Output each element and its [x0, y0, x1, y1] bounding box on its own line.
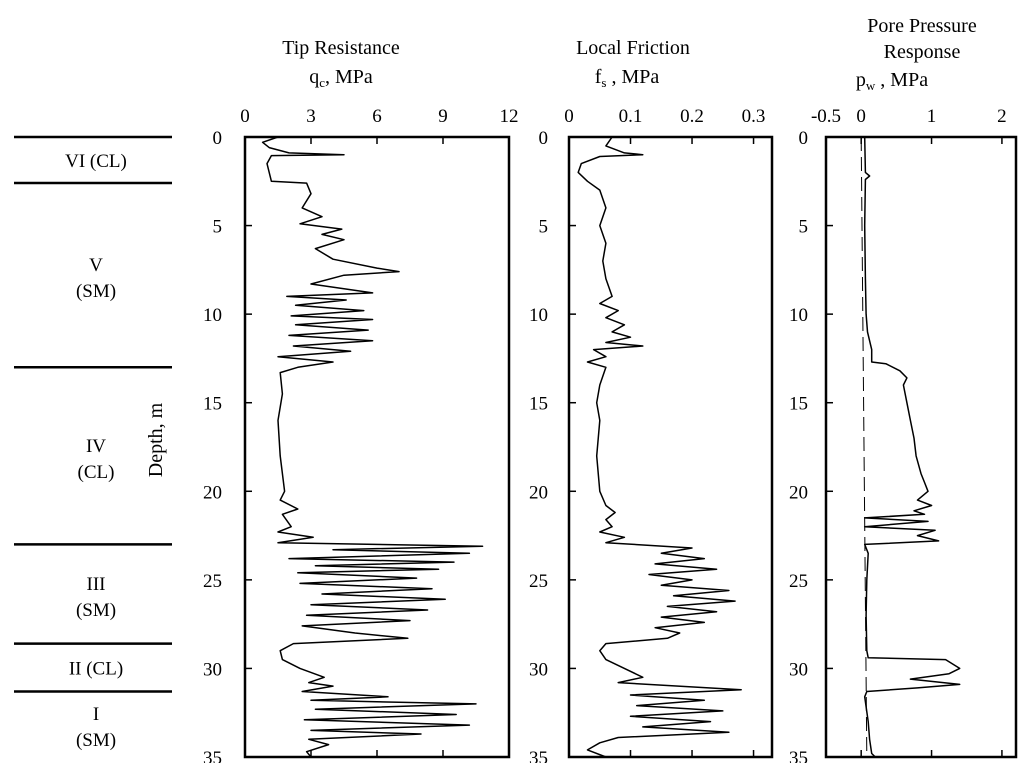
tip-ytick-label: 10: [203, 305, 222, 326]
pore-xtick-label: 0: [856, 106, 866, 127]
pore-ytick-label: 30: [789, 659, 808, 680]
tip-xtick-label: 6: [372, 106, 382, 127]
pore-plot-area: [860, 136, 961, 758]
pore-axis-subscript: w: [866, 78, 876, 93]
friction-axis-unit: , MPa: [606, 66, 659, 88]
friction-ytick-label: 0: [539, 128, 549, 149]
panel-pore-pressure: Pore Pressure Response pw , MPa -0.5 0 1 2 …: [789, 15, 1018, 763]
friction-profile-line: [577, 136, 742, 758]
tip-ytick-label: 25: [203, 571, 222, 592]
tip-xtick-label: 9: [438, 106, 448, 127]
zone-soil-type: (SM): [76, 281, 116, 302]
friction-ytick-label: 15: [529, 394, 548, 415]
soil-zone-column: VI (CL) V (SM) IV (CL) III (SM) II (CL) I (SM): [14, 135, 172, 751]
friction-plot-frame: [567, 135, 774, 759]
pore-ytick-label: 25: [789, 571, 808, 592]
tip-plot-area: [261, 136, 484, 758]
pore-y-axis: 0 5 10 15 20 25 30 35: [789, 128, 833, 763]
tip-ytick-label: 20: [203, 482, 222, 503]
pore-ytick-label: 20: [789, 482, 808, 503]
friction-y-axis: 0 5 10 15 20 25 30 35: [529, 128, 576, 763]
zone-label: II (CL): [69, 659, 123, 680]
friction-axis-symbol: f: [595, 66, 602, 88]
tip-ytick-label: 5: [213, 217, 223, 238]
depth-axis-label: Depth, m: [145, 402, 167, 477]
friction-ytick-label: 20: [529, 482, 548, 503]
tip-xtick-label: 3: [306, 106, 316, 127]
tip-ytick-label: 0: [213, 128, 223, 149]
tip-profile-line: [261, 136, 484, 758]
zone-label: I: [93, 704, 99, 725]
friction-ytick-label: 10: [529, 305, 548, 326]
tip-ytick-label: 30: [203, 659, 222, 680]
pore-x-axis: -0.5 0 1 2: [811, 106, 1007, 757]
friction-plot-area: [577, 136, 742, 758]
friction-ytick-label: 25: [529, 571, 548, 592]
friction-ytick-label: 5: [539, 217, 549, 238]
pore-ytick-label: 35: [789, 748, 808, 763]
pore-ytick-label: 0: [799, 128, 809, 149]
tip-xtick-label: 0: [240, 106, 250, 127]
friction-title: Local Friction: [576, 37, 690, 59]
tip-plot-frame: [243, 135, 511, 759]
pore-ytick-label: 15: [789, 394, 808, 415]
pore-ytick-label: 5: [799, 217, 809, 238]
friction-ytick-label: 30: [529, 659, 548, 680]
zone-label: VI (CL): [65, 151, 127, 172]
friction-xtick-label: 0.3: [742, 106, 766, 127]
pore-title-line1: Pore Pressure: [867, 15, 977, 37]
tip-axis-unit: , MPa: [325, 66, 373, 88]
tip-axis-symbol: q: [309, 66, 319, 88]
tip-ytick-label: 35: [203, 748, 222, 763]
tip-x-axis: 0 3 6 9 12: [240, 106, 519, 757]
friction-axis-subscript: s: [601, 75, 606, 90]
panel-tip-resistance: Tip Resistance qc, MPa 0 3 6 9 12 0 5 10 15 20 25…: [203, 37, 519, 763]
zone-soil-type: (SM): [76, 730, 116, 751]
zone-label: IV: [86, 436, 106, 457]
pore-axis-symbol: p: [856, 69, 866, 91]
friction-xtick-label: 0.2: [680, 106, 704, 127]
friction-xtick-label: 0: [564, 106, 574, 127]
zone-soil-type: (SM): [76, 600, 116, 621]
friction-axis-label: fs , MPa: [595, 66, 660, 90]
tip-title: Tip Resistance: [282, 37, 400, 59]
zone-soil-type: (CL): [78, 462, 115, 483]
zone-label: III: [87, 574, 106, 595]
tip-axis-subscript: c: [319, 75, 325, 90]
pore-title-line2: Response: [884, 41, 961, 63]
pore-xtick-label: 1: [927, 106, 937, 127]
pore-plot-frame: [824, 135, 1018, 759]
pore-axis-unit: , MPa: [875, 69, 928, 91]
pore-xtick-label: 2: [997, 106, 1007, 127]
pore-ytick-label: 10: [789, 305, 808, 326]
friction-x-axis: 0 0.1 0.2 0.3: [564, 106, 765, 757]
zone-label: V: [89, 255, 103, 276]
pore-hydrostatic-line: [860, 136, 868, 758]
pore-profile-line: [863, 136, 961, 758]
tip-y-axis: 0 5 10 15 20 25 30 35: [203, 128, 252, 763]
tip-axis-label: qc, MPa: [309, 66, 373, 90]
pore-axis-label: pw , MPa: [856, 69, 928, 93]
tip-xtick-label: 12: [500, 106, 519, 127]
pore-xtick-label: -0.5: [811, 106, 841, 127]
friction-xtick-label: 0.1: [619, 106, 643, 127]
panel-local-friction: Local Friction fs , MPa 0 0.1 0.2 0.3 0 5 10 1…: [529, 37, 774, 763]
friction-ytick-label: 35: [529, 748, 548, 763]
tip-ytick-label: 15: [203, 394, 222, 415]
